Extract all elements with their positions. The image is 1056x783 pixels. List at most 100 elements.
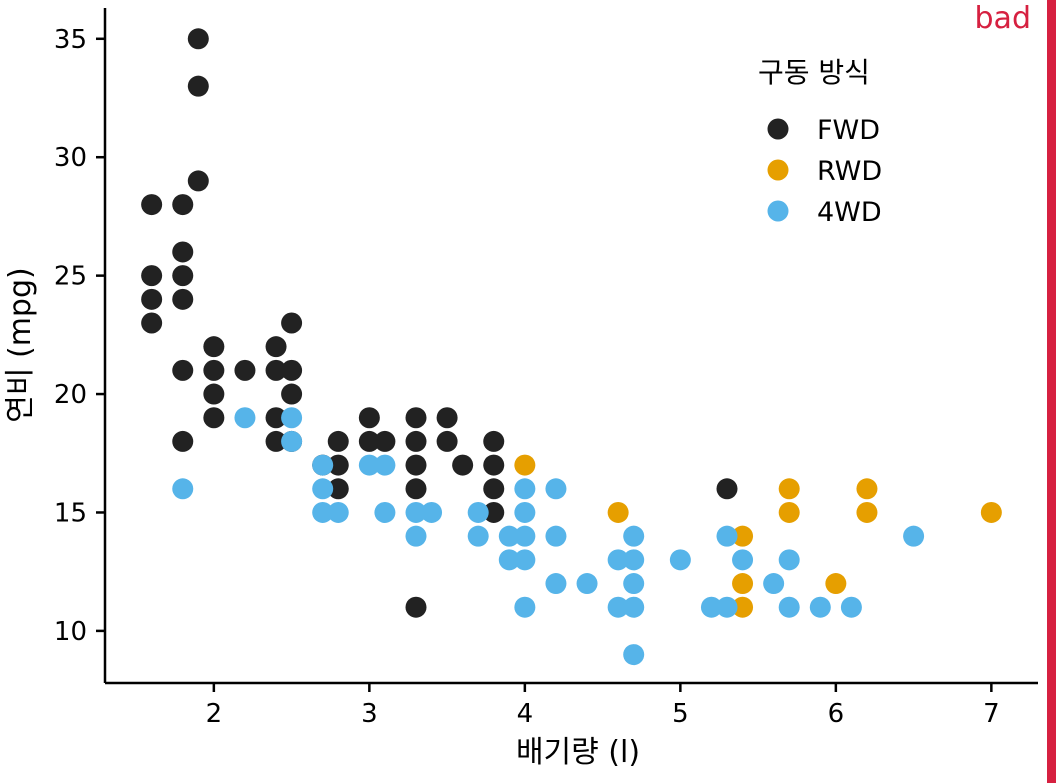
- data-point: [903, 525, 925, 547]
- data-point: [856, 501, 878, 523]
- data-point: [405, 501, 427, 523]
- data-point: [716, 596, 738, 618]
- data-point: [281, 430, 303, 452]
- data-point: [467, 501, 489, 523]
- y-tick-label: 25: [54, 262, 87, 292]
- data-point: [514, 596, 536, 618]
- x-tick-label: 4: [517, 699, 534, 729]
- data-point: [778, 501, 800, 523]
- data-point: [623, 573, 645, 595]
- data-point: [623, 549, 645, 571]
- data-point: [203, 336, 225, 358]
- axes: [103, 8, 1038, 685]
- data-point: [265, 359, 287, 381]
- data-point: [203, 383, 225, 405]
- data-point: [980, 501, 1002, 523]
- points-layer: [141, 28, 1002, 666]
- x-tick-label: 3: [361, 699, 378, 729]
- legend-marker: [767, 159, 789, 181]
- data-point: [358, 407, 380, 429]
- data-point: [405, 596, 427, 618]
- data-point: [405, 478, 427, 500]
- x-tick-label: 5: [672, 699, 689, 729]
- data-point: [281, 359, 303, 381]
- x-tick-label: 6: [828, 699, 845, 729]
- data-point: [763, 573, 785, 595]
- data-point: [141, 194, 163, 216]
- data-point: [172, 430, 194, 452]
- data-point: [545, 525, 567, 547]
- data-point: [312, 478, 334, 500]
- data-point: [172, 194, 194, 216]
- data-point: [483, 430, 505, 452]
- data-point: [141, 312, 163, 334]
- data-point: [374, 501, 396, 523]
- data-point: [265, 336, 287, 358]
- y-tick-label: 15: [54, 498, 87, 528]
- data-point: [514, 501, 536, 523]
- data-point: [732, 525, 754, 547]
- data-point: [716, 478, 738, 500]
- data-point: [312, 501, 334, 523]
- data-point: [732, 596, 754, 618]
- legend-label: FWD: [817, 115, 880, 146]
- data-point: [421, 501, 443, 523]
- data-point: [514, 525, 536, 547]
- data-point: [623, 525, 645, 547]
- y-tick-label: 10: [54, 617, 87, 647]
- data-point: [234, 407, 256, 429]
- data-point: [778, 596, 800, 618]
- data-point: [498, 525, 520, 547]
- data-point: [187, 75, 209, 97]
- data-point: [545, 478, 567, 500]
- data-point: [234, 359, 256, 381]
- data-point: [623, 644, 645, 666]
- quality-tag-bar: [1047, 0, 1056, 783]
- data-point: [172, 359, 194, 381]
- data-point: [172, 478, 194, 500]
- data-point: [607, 596, 629, 618]
- y-axis-title: 연비 (mpg): [3, 267, 38, 422]
- y-tick-label: 35: [54, 25, 87, 55]
- data-point: [809, 596, 831, 618]
- legend-label: 4WD: [817, 197, 882, 228]
- data-point: [187, 170, 209, 192]
- x-tick-label: 7: [983, 699, 1000, 729]
- data-point: [374, 430, 396, 452]
- data-point: [172, 241, 194, 263]
- data-point: [358, 430, 380, 452]
- data-point: [327, 454, 349, 476]
- data-point: [436, 407, 458, 429]
- data-point: [607, 549, 629, 571]
- data-point: [607, 501, 629, 523]
- ticks: 2 3 4 5 6 7 10 15 20 25 30 35: [54, 25, 1000, 729]
- y-tick-label: 30: [54, 143, 87, 173]
- data-point: [778, 478, 800, 500]
- legend: 구동 방식 FWD RWD 4WD: [758, 56, 882, 228]
- data-point: [312, 454, 334, 476]
- data-point: [405, 525, 427, 547]
- data-point: [840, 596, 862, 618]
- data-point: [265, 430, 287, 452]
- x-tick-label: 2: [206, 699, 223, 729]
- legend-items: FWD RWD 4WD: [767, 115, 882, 228]
- data-point: [623, 596, 645, 618]
- quality-tag-label: bad: [975, 1, 1031, 36]
- data-point: [172, 265, 194, 287]
- data-point: [327, 478, 349, 500]
- data-point: [514, 454, 536, 476]
- data-point: [825, 573, 847, 595]
- data-point: [281, 383, 303, 405]
- data-point: [716, 525, 738, 547]
- data-point: [498, 549, 520, 571]
- data-point: [203, 407, 225, 429]
- data-point: [327, 430, 349, 452]
- data-point: [778, 549, 800, 571]
- data-point: [856, 478, 878, 500]
- data-point: [514, 478, 536, 500]
- legend-marker: [767, 118, 789, 140]
- data-point: [545, 573, 567, 595]
- data-point: [483, 478, 505, 500]
- data-point: [405, 407, 427, 429]
